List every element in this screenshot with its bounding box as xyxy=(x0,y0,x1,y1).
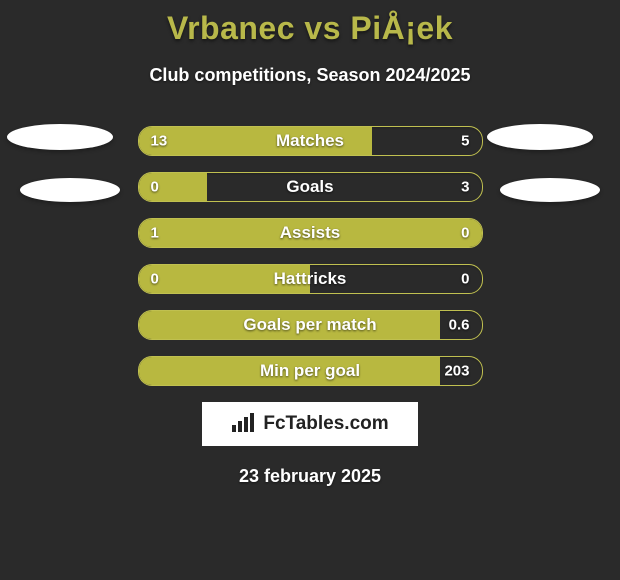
bar-value-right: 0 xyxy=(461,271,469,288)
subtitle: Club competitions, Season 2024/2025 xyxy=(0,65,620,86)
bar-value-right: 5 xyxy=(461,133,469,150)
bar-value-right: 0 xyxy=(461,225,469,242)
stat-bar-goals: 0Goals3 xyxy=(138,172,483,202)
bar-label: Goals per match xyxy=(139,315,482,335)
bar-label: Matches xyxy=(139,131,482,151)
logo-box: FcTables.com xyxy=(202,402,418,446)
bar-value-right: 0.6 xyxy=(449,317,470,334)
stat-bar-min-per-goal: Min per goal203 xyxy=(138,356,483,386)
stat-bar-matches: 13Matches5 xyxy=(138,126,483,156)
stat-bar-hattricks: 0Hattricks0 xyxy=(138,264,483,294)
comparison-chart: 13Matches50Goals31Assists00Hattricks0Goa… xyxy=(0,126,620,386)
logo-text: FcTables.com xyxy=(263,413,388,435)
stat-bar-goals-per-match: Goals per match0.6 xyxy=(138,310,483,340)
stat-bar-assists: 1Assists0 xyxy=(138,218,483,248)
chart-bars-icon xyxy=(231,411,257,438)
bars-container: 13Matches50Goals31Assists00Hattricks0Goa… xyxy=(0,126,620,386)
player-oval-0 xyxy=(7,124,113,150)
player-oval-3 xyxy=(500,178,600,202)
player-oval-2 xyxy=(20,178,120,202)
page-title: Vrbanec vs PiÅ¡ek xyxy=(0,0,620,47)
bar-label: Hattricks xyxy=(139,269,482,289)
bar-label: Min per goal xyxy=(139,361,482,381)
bar-label: Goals xyxy=(139,177,482,197)
date-text: 23 february 2025 xyxy=(0,466,620,487)
bar-value-right: 3 xyxy=(461,179,469,196)
player-oval-1 xyxy=(487,124,593,150)
bar-value-right: 203 xyxy=(444,363,469,380)
bar-label: Assists xyxy=(139,223,482,243)
